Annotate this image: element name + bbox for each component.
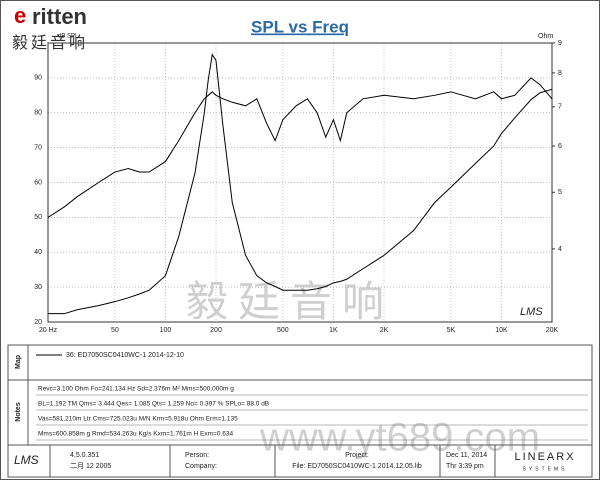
x-tick-label: 20 Hz xyxy=(39,327,58,334)
series-line xyxy=(47,77,553,218)
legend-label: 36: ED7050SC0410WC-1 2014-12-10 xyxy=(66,352,184,359)
person: Person: xyxy=(185,452,209,459)
plot-area xyxy=(47,42,553,323)
y2-tick-label: 5 xyxy=(558,189,562,196)
date: Dec 11, 2014 xyxy=(446,452,487,459)
y-tick-label: 50 xyxy=(34,214,42,221)
watermark-cn: 毅廷音响 xyxy=(186,278,394,325)
logo-e: e xyxy=(14,3,26,28)
brand: LINEARX xyxy=(514,451,575,463)
y2-tick-label: 6 xyxy=(558,143,562,150)
project: Project: xyxy=(345,452,369,459)
y-tick-label: 70 xyxy=(34,144,42,151)
y-tick-label: 80 xyxy=(34,110,42,117)
time: Thr 3:39 pm xyxy=(446,463,484,470)
y2-tick-label: 9 xyxy=(558,40,562,47)
y2-tick-label: 8 xyxy=(558,70,562,77)
x-tick-label: 200 xyxy=(210,327,222,334)
note-line: BL=1.192 TM Qms= 3.444 Qes= 1.085 Qts= 1… xyxy=(38,401,269,408)
version-date: 二月 12 2005 xyxy=(70,462,111,470)
x-tick-label: 100 xyxy=(160,327,172,334)
footer-logo: LMS xyxy=(14,453,39,467)
note-line: Revc=3.100 Ohm Fo=241.134 Hz Sd=2.376m M… xyxy=(38,386,234,393)
y2-tick-label: 4 xyxy=(558,246,562,253)
chart-title: SPL vs Freq xyxy=(251,17,349,36)
x-tick-label: 1K xyxy=(329,327,338,334)
x-tick-label: 500 xyxy=(277,327,289,334)
logo: ritten xyxy=(32,4,87,29)
company: Company: xyxy=(185,463,217,470)
y-tick-label: 40 xyxy=(34,249,42,256)
map-panel xyxy=(7,344,593,381)
y2-axis-label: Ohm xyxy=(538,33,553,40)
version: 4.5.0.351 xyxy=(70,452,99,459)
notes-label: Notes xyxy=(15,402,22,422)
plot-logo: LMS xyxy=(520,306,543,318)
x-tick-label: 5K xyxy=(447,327,456,334)
y-axis-label: dB SPL xyxy=(58,34,79,40)
y-tick-label: 30 xyxy=(34,284,42,291)
y2-tick-label: 7 xyxy=(558,104,562,111)
x-tick-label: 20K xyxy=(546,327,559,334)
y-tick-label: 60 xyxy=(34,179,42,186)
series-line xyxy=(48,53,553,315)
note-line: Mms=600.858m g Rmd=534.263u Kg/s Kxm=1.7… xyxy=(38,431,233,438)
file: File: ED7050SC0410WC-1 2014.12.05.lib xyxy=(292,463,422,470)
y-tick-label: 20 xyxy=(34,319,42,326)
brand-sub: SYSTEMS xyxy=(523,466,568,472)
watermark-url: www.yt689.com xyxy=(259,416,540,460)
note-line: Vas=581.210m Ltr Cms=725.023u M/N Krm=5.… xyxy=(38,416,238,423)
map-label: Map xyxy=(15,355,22,369)
y-tick-label: 90 xyxy=(34,75,42,82)
x-tick-label: 10K xyxy=(495,327,508,334)
footer xyxy=(7,444,593,478)
x-tick-label: 2K xyxy=(380,327,389,334)
x-tick-label: 50 xyxy=(111,327,119,334)
notes-lines: Revc=3.100 Ohm Fo=241.134 Hz Sd=2.376m M… xyxy=(36,386,588,441)
